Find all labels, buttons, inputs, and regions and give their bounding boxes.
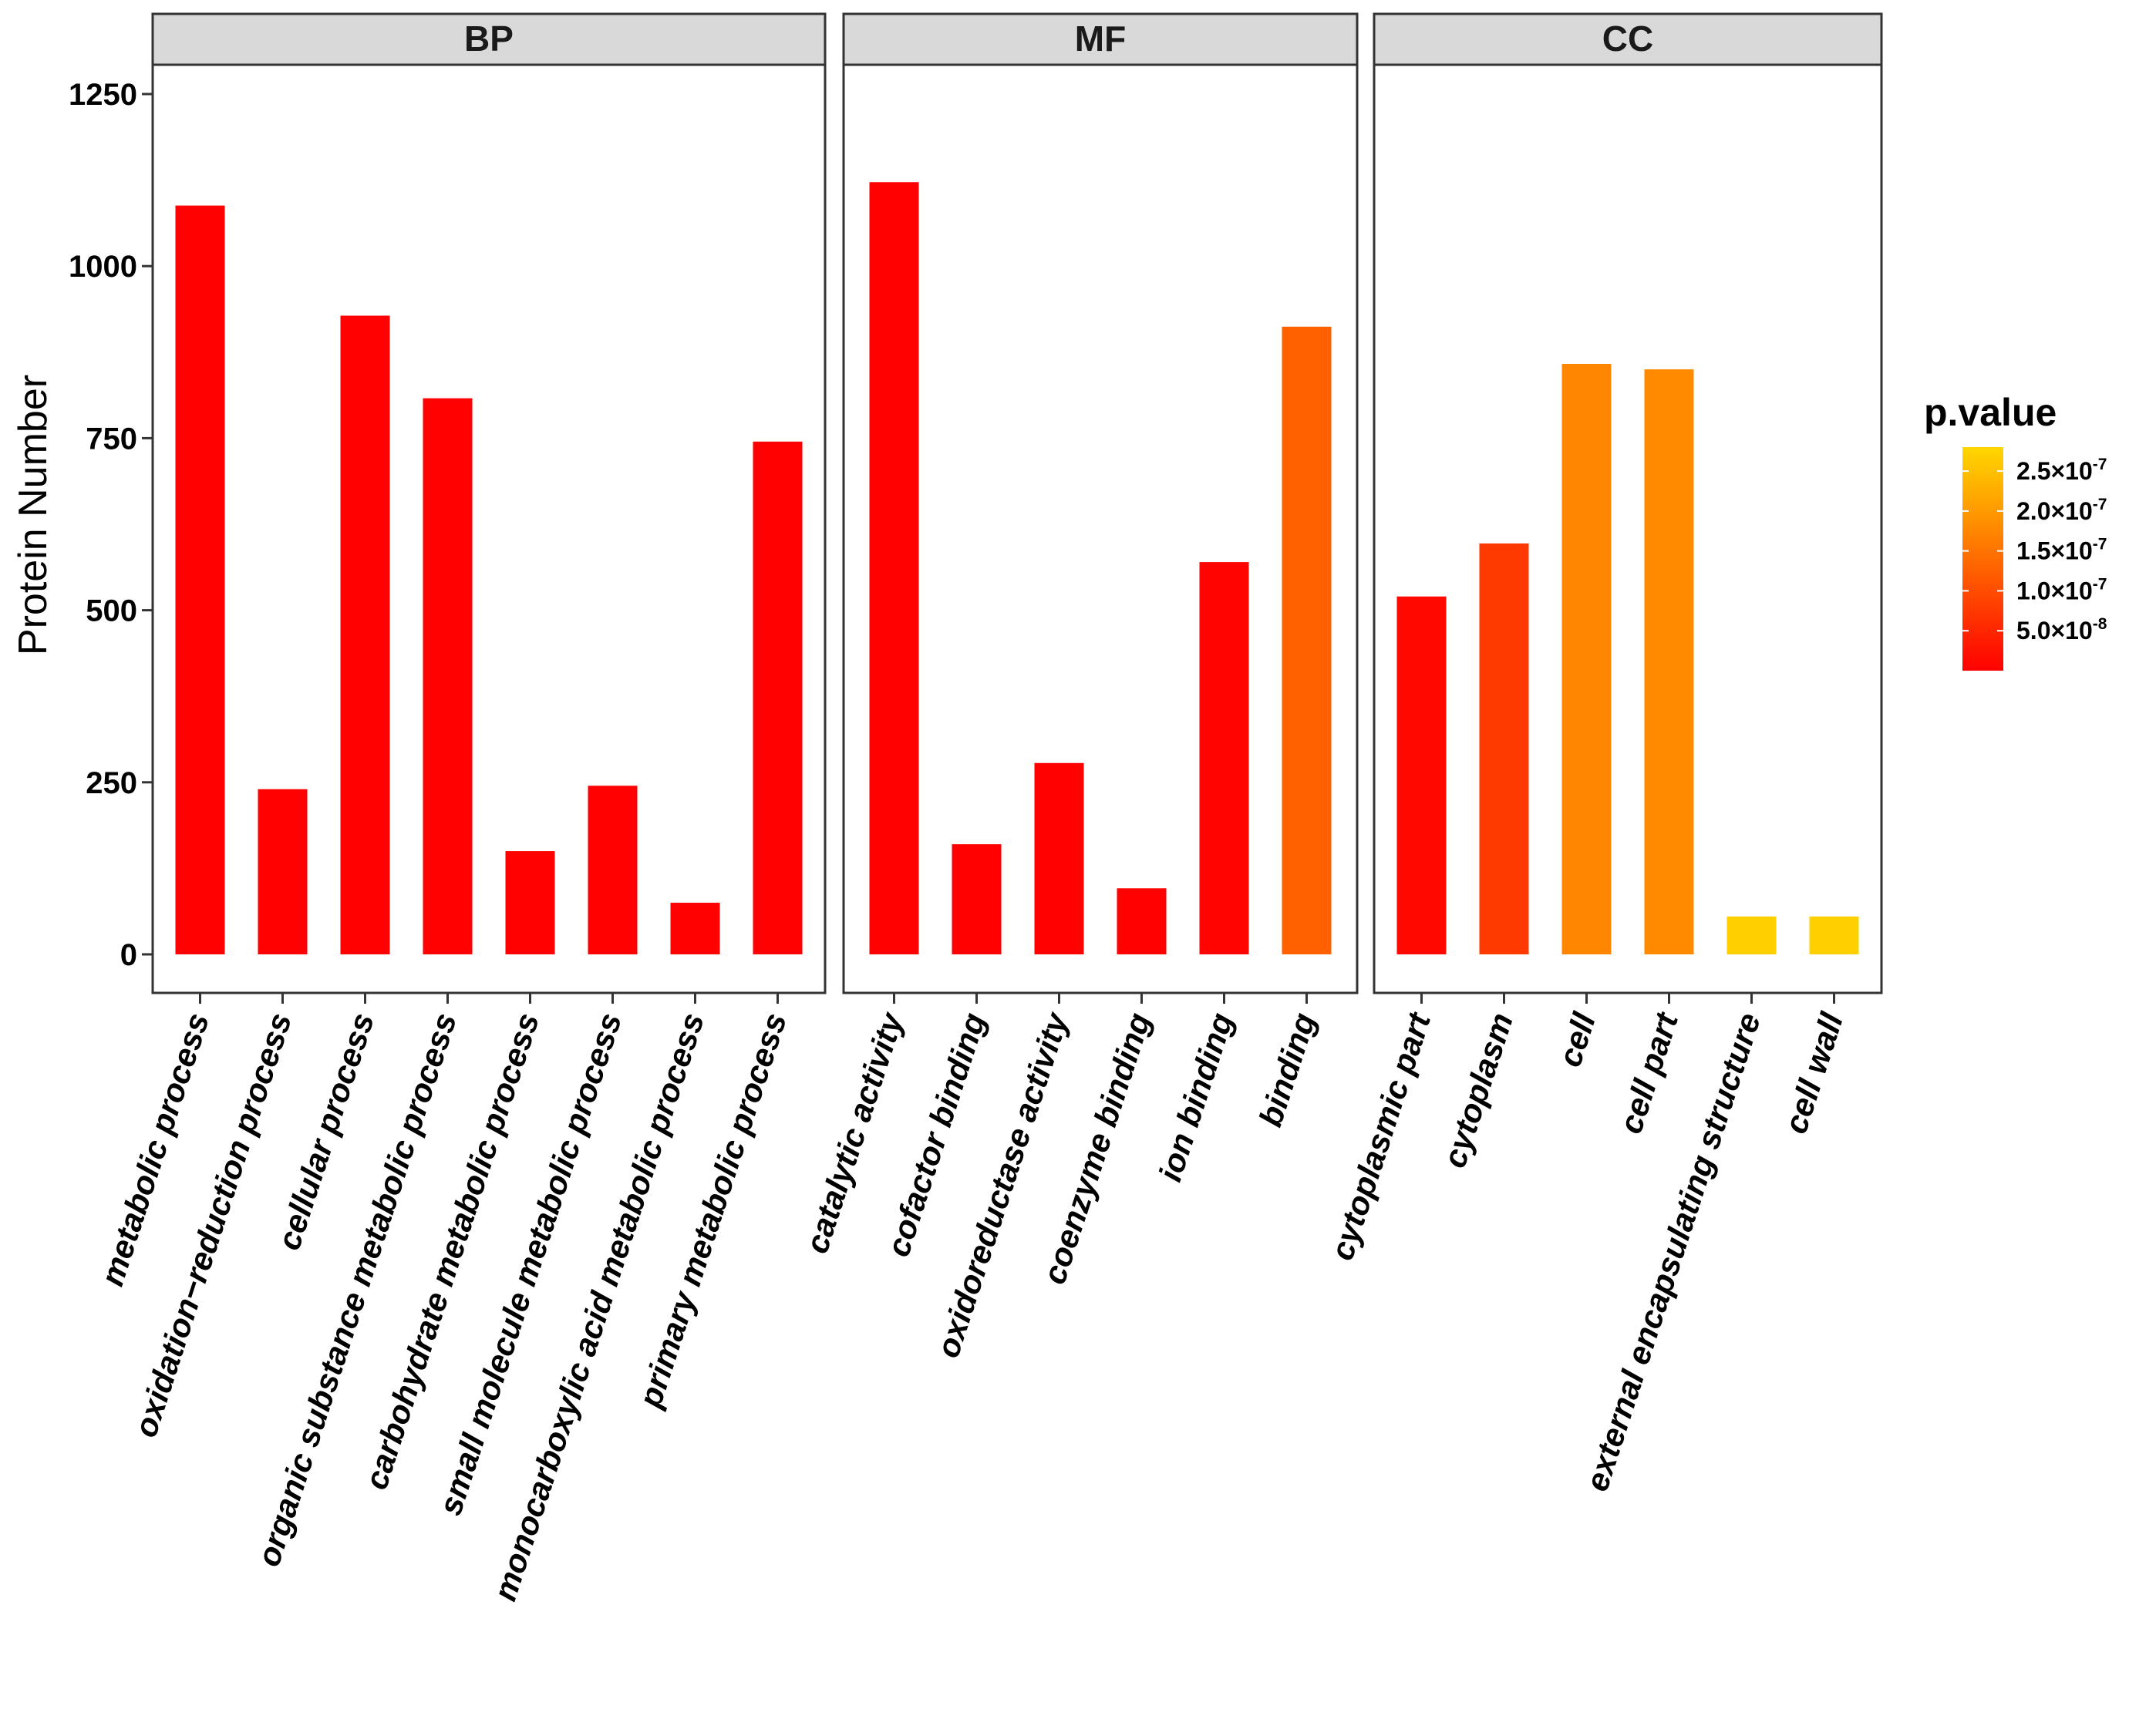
facet-strip-label: BP: [464, 19, 514, 59]
x-tick-label: cytoplasmic part: [1323, 1007, 1437, 1264]
bar-cell-wall: [1809, 916, 1859, 954]
legend-colorbar: [1962, 447, 2003, 671]
bar-monocarboxylic-acid-metabolic-process: [670, 903, 720, 954]
bar-catalytic-activity: [869, 182, 919, 955]
legend-title: p.value: [1924, 391, 2057, 434]
panel-border: [842, 63, 1359, 994]
y-tick-label: 1250: [69, 78, 137, 112]
x-tick-label: cell part: [1612, 1007, 1686, 1138]
y-axis: 0 250 500 750 1000 1250: [69, 78, 153, 972]
legend-label-exponent: -7: [2093, 575, 2107, 593]
x-tick-label: external encapsulating structure: [1578, 1008, 1767, 1496]
bar-external-encapsulating-structure: [1726, 916, 1777, 954]
legend-label-mantissa: 1.5×10: [2016, 537, 2093, 565]
x-tick-label: cytoplasm: [1436, 1008, 1520, 1172]
facet-strip-mf: [842, 12, 1359, 66]
bar-coenzyme-binding: [1117, 888, 1167, 954]
legend-labels: 2.5×10-72.0×10-71.5×10-71.0×10-75.0×10-8: [1962, 456, 2107, 644]
legend-label-mantissa: 5.0×10: [2016, 617, 2093, 644]
panel-border: [151, 63, 827, 994]
legend-label-exponent: -7: [2093, 456, 2107, 473]
bar-cellular-process: [340, 315, 390, 955]
bar-cell: [1561, 363, 1612, 954]
bar-cell-part: [1644, 369, 1694, 954]
x-tick-label: ion binding: [1151, 1008, 1240, 1186]
legend-label-exponent: -7: [2093, 536, 2107, 553]
legend-label: 2.0×10-7: [2016, 496, 2107, 525]
bar-ion-binding: [1199, 562, 1249, 954]
x-tick-label: binding: [1252, 1008, 1323, 1131]
bar-binding: [1282, 326, 1332, 955]
panel-border: [1373, 63, 1883, 994]
x-tick-label: cell: [1551, 1008, 1603, 1071]
bar-metabolic-process: [175, 205, 225, 954]
legend-label: 5.0×10-8: [2016, 615, 2107, 644]
legend-label-mantissa: 1.0×10: [2016, 577, 2093, 604]
legend-label-mantissa: 2.0×10: [2016, 497, 2093, 525]
y-tick-label: 500: [86, 594, 137, 628]
bar-oxidation-reduction-process: [258, 789, 308, 954]
bar-cytoplasm: [1479, 543, 1529, 954]
p-value-legend: p.value 2.5×10-72.0×10-71.5×10-71.0×10-7…: [1924, 391, 2107, 671]
bar-cofactor-binding: [952, 844, 1002, 954]
legend-label-exponent: -7: [2093, 496, 2107, 513]
facet-strip-bp: [151, 12, 827, 66]
bar-carbohydrate-metabolic-process: [505, 851, 555, 954]
x-tick-label: oxidation−reduction process: [127, 1008, 298, 1442]
facet-strip-cc: [1373, 12, 1883, 66]
y-tick-label: 0: [120, 938, 137, 972]
legend-label-mantissa: 2.5×10: [2016, 457, 2093, 485]
bar-cytoplasmic-part: [1396, 596, 1447, 954]
x-tick-label: cell wall: [1777, 1008, 1851, 1138]
facet-strip-label: CC: [1602, 19, 1653, 59]
y-axis-title: Protein Number: [11, 375, 56, 655]
legend-label-exponent: -8: [2093, 615, 2107, 633]
y-tick-label: 750: [86, 422, 137, 456]
facet-strip-label: MF: [1075, 19, 1126, 59]
legend-label: 1.5×10-7: [2016, 536, 2107, 565]
legend-label: 1.0×10-7: [2016, 575, 2107, 604]
y-tick-label: 1000: [69, 250, 137, 284]
y-tick-label: 250: [86, 766, 137, 800]
bar-small-molecule-metabolic-process: [588, 786, 638, 954]
x-tick-label: primary metabolic process: [632, 1008, 793, 1412]
bar-primary-metabolic-process: [753, 441, 803, 954]
legend-label: 2.5×10-7: [2016, 456, 2107, 485]
bar-organic-substance-metabolic-process: [423, 398, 473, 954]
bar-oxidoreductase-activity: [1034, 762, 1084, 954]
